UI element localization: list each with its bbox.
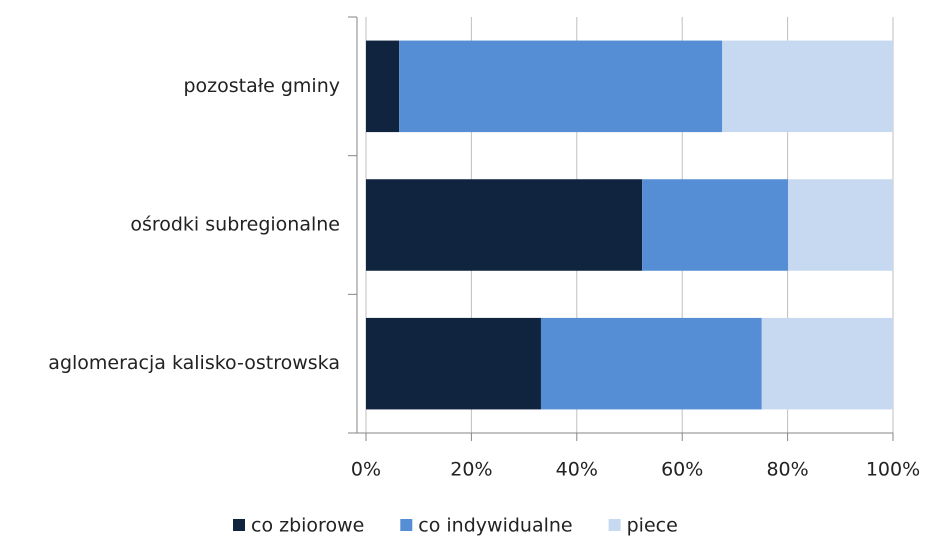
legend-swatch [400,519,413,531]
y-tick-label: aglomeracja kalisko-ostrowska [48,352,340,374]
bar-segment [642,179,789,271]
legend-label: co indywidualne [418,515,572,537]
bar-segment [722,40,893,133]
y-tick-label: pozostałe gminy [183,75,340,97]
bar-segment [761,317,893,410]
y-tick-label: ośrodki subregionalne [130,214,340,236]
x-tick-label: 60% [661,459,703,481]
bar-segment [366,317,541,410]
x-tick-label: 0% [351,459,381,481]
bar-segment [788,179,893,271]
x-tick-label: 100% [866,459,920,481]
bar-segment [366,40,400,133]
legend-label: co zbiorowe [251,515,364,537]
x-tick-label: 80% [766,459,808,481]
legend-swatch [233,519,245,531]
bar-segment [399,40,723,133]
x-tick-label: 40% [556,459,598,481]
bar-segment [540,317,762,410]
x-tick-label: 20% [450,459,492,481]
legend-swatch [608,519,621,531]
bar-segment [366,179,643,271]
legend-label: piece [627,515,678,537]
